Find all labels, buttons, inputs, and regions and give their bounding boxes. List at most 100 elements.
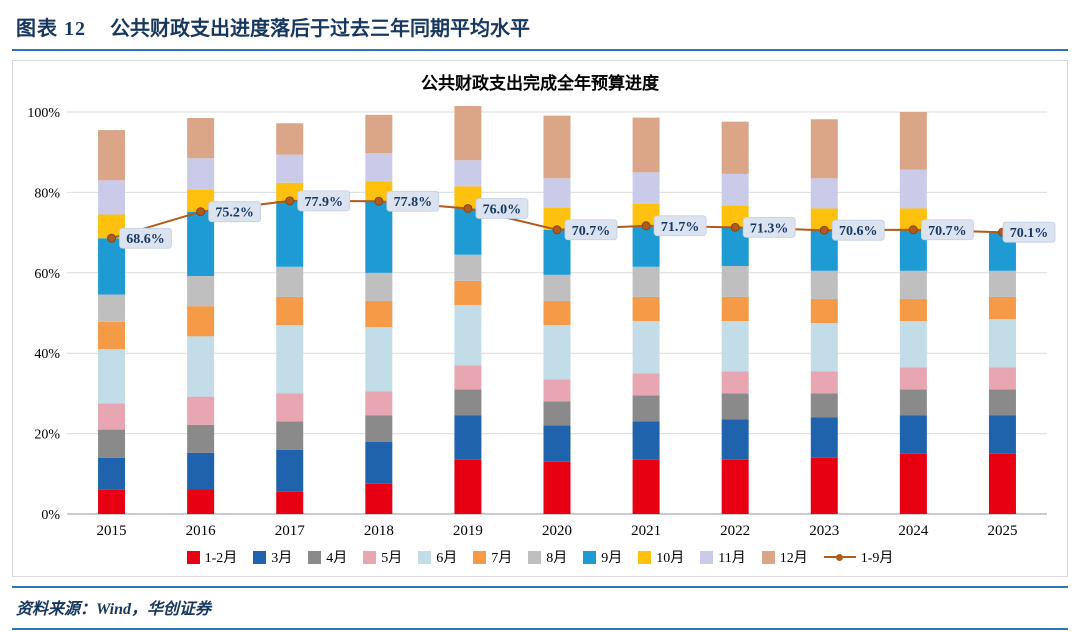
x-tick-label: 2019 bbox=[453, 523, 483, 539]
bar-segment bbox=[365, 415, 393, 442]
bar-segment bbox=[187, 189, 215, 212]
bar-segment bbox=[187, 276, 215, 307]
bar-segment bbox=[810, 371, 838, 394]
bar-segment bbox=[98, 403, 126, 430]
bar-segment bbox=[899, 321, 927, 368]
x-tick-label: 2022 bbox=[720, 523, 750, 539]
bar-segment bbox=[276, 325, 304, 394]
legend-item: 11月 bbox=[700, 547, 746, 567]
bar-segment bbox=[810, 417, 838, 458]
data-label-box bbox=[386, 190, 440, 212]
line-marker bbox=[819, 225, 829, 235]
line-marker bbox=[730, 222, 740, 232]
legend-swatch bbox=[186, 550, 200, 564]
bar-segment bbox=[988, 270, 1016, 297]
x-tick-label: 2021 bbox=[631, 523, 661, 539]
data-label-text: 75.2% bbox=[215, 206, 254, 221]
bar-segment bbox=[632, 117, 660, 173]
bar-segment bbox=[454, 160, 482, 187]
figure-title: 公共财政支出进度落后于过去三年同期平均水平 bbox=[110, 18, 530, 40]
bar-segment bbox=[98, 294, 126, 322]
data-label-text: 68.6% bbox=[126, 232, 165, 247]
bar-segment bbox=[454, 186, 482, 209]
legend-label: 8月 bbox=[546, 551, 568, 566]
bar-segment bbox=[899, 453, 927, 514]
legend-label: 11月 bbox=[718, 551, 746, 566]
bar-segment bbox=[810, 298, 838, 324]
bar-segment bbox=[988, 453, 1016, 514]
legend-item: 7月 bbox=[473, 547, 512, 567]
line-marker bbox=[107, 233, 117, 243]
legend-item: 6月 bbox=[418, 547, 457, 567]
bar-segment bbox=[276, 296, 304, 326]
bar-segment bbox=[454, 304, 482, 366]
bar-segment bbox=[721, 265, 749, 297]
y-tick-label: 80% bbox=[34, 186, 60, 201]
bar-segment bbox=[810, 393, 838, 418]
data-label-text: 70.6% bbox=[839, 224, 878, 239]
bar-segment bbox=[721, 173, 749, 206]
bar-segment bbox=[98, 180, 126, 215]
data-label-text: 70.1% bbox=[1010, 226, 1049, 241]
x-tick-label: 2018 bbox=[364, 523, 394, 539]
legend-swatch bbox=[418, 550, 432, 564]
bar-segment bbox=[721, 321, 749, 372]
bar-segment bbox=[543, 401, 571, 426]
bar-segment bbox=[276, 200, 304, 267]
data-label-box bbox=[475, 198, 529, 219]
bar-segment bbox=[98, 489, 126, 514]
data-label-text: 77.8% bbox=[394, 195, 433, 210]
bar-segment bbox=[632, 296, 660, 322]
legend-item: 5月 bbox=[363, 547, 402, 567]
data-label-box bbox=[1002, 221, 1056, 243]
bar-segment bbox=[899, 367, 927, 390]
bar-segment bbox=[276, 266, 304, 297]
legend-item: 4月 bbox=[308, 547, 347, 567]
bar-segment bbox=[810, 323, 838, 372]
legend-label: 3月 bbox=[271, 551, 293, 566]
bars-layer bbox=[98, 105, 1016, 514]
bar-segment bbox=[276, 491, 304, 514]
bar-segment bbox=[365, 327, 393, 392]
bar-segment bbox=[98, 321, 126, 350]
bar-segment bbox=[632, 395, 660, 422]
bar-segment bbox=[98, 457, 126, 490]
chart-container: 公共财政支出完成全年预算进度 0% 20% 40% 60% 80% 100% 2015 201… bbox=[12, 60, 1068, 577]
data-labels-layer: 68.6% 75.2% 77.9% 77.8% 76.0% 70.7% 71.7% 71.3%… bbox=[119, 190, 1056, 249]
legend-item: 12月 bbox=[761, 547, 808, 567]
legend-item: 3月 bbox=[253, 547, 292, 567]
legend-item: 8月 bbox=[528, 547, 567, 567]
legend-label: 9月 bbox=[601, 551, 623, 566]
bar-segment bbox=[810, 119, 838, 179]
chart-title: 公共财政支出完成全年预算进度 bbox=[421, 74, 659, 93]
line-marker bbox=[552, 225, 562, 235]
bar-segment bbox=[721, 296, 749, 322]
bar-segment bbox=[276, 449, 304, 492]
x-tick-label: 2015 bbox=[97, 523, 127, 539]
legend-swatch bbox=[308, 550, 322, 564]
bar-segment bbox=[365, 272, 393, 301]
bar-segment bbox=[365, 201, 393, 273]
data-label-box bbox=[920, 219, 974, 241]
legend-label: 10月 bbox=[656, 551, 685, 566]
legend-swatch bbox=[253, 550, 267, 564]
bar-segment bbox=[187, 396, 215, 425]
bar-segment bbox=[721, 419, 749, 460]
bar-segment bbox=[899, 169, 927, 209]
legend-item: 10月 bbox=[638, 547, 684, 567]
bar-segment bbox=[187, 158, 215, 190]
legend-label: 7月 bbox=[491, 551, 513, 566]
y-tick-label: 0% bbox=[41, 508, 60, 523]
legend-line-marker bbox=[835, 553, 843, 561]
data-label-text: 70.7% bbox=[928, 224, 967, 239]
chart-legend: 1-2月 3月 4月 5月 6月 7月 8月 9月 10月 11月 12月 1-9月 bbox=[17, 544, 1063, 574]
data-label-text: 70.7% bbox=[572, 224, 611, 239]
bar-segment bbox=[632, 321, 660, 374]
legend-swatch bbox=[583, 550, 597, 564]
bar-segment bbox=[899, 270, 927, 299]
data-label-box bbox=[119, 227, 172, 249]
bar-segment bbox=[454, 105, 482, 161]
bar-segment bbox=[365, 153, 393, 182]
bar-segment bbox=[543, 178, 571, 208]
figure-label: 图表 12 bbox=[16, 18, 86, 40]
